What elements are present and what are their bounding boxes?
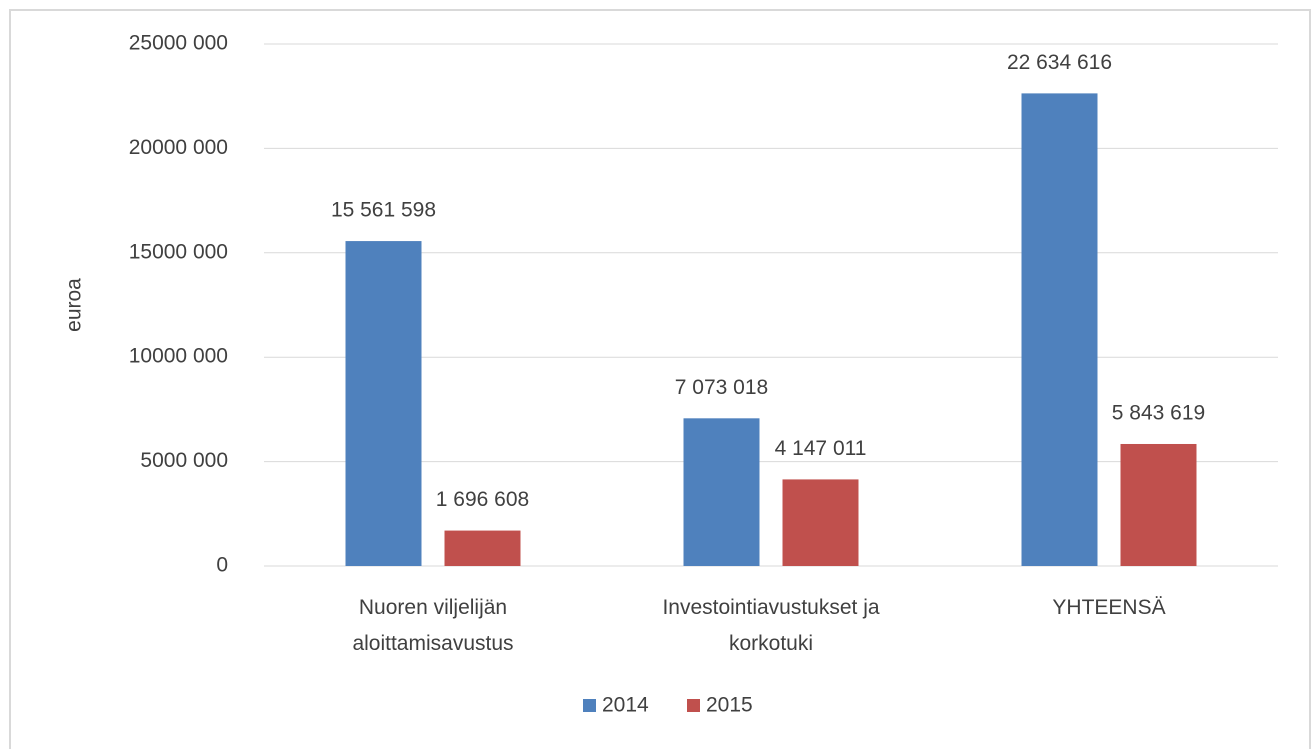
y-tick-label: 20000 000: [129, 136, 228, 159]
legend-swatch: [687, 699, 700, 712]
legend-swatch: [583, 699, 596, 712]
x-tick-label: Investointiavustukset ja korkotuki: [662, 596, 879, 655]
legend-label: 2015: [706, 694, 753, 717]
y-axis-label: euroa: [63, 278, 86, 332]
bar: [683, 418, 760, 566]
y-tick-label: 10000 000: [129, 345, 228, 368]
value-label: 15 561 598: [331, 199, 436, 222]
value-label: 4 147 011: [775, 437, 867, 460]
chart-border: [9, 9, 1311, 754]
y-tick-label: 0: [216, 554, 228, 577]
value-label: 1 696 608: [436, 488, 529, 511]
bar: [1021, 93, 1098, 566]
bar: [1120, 443, 1197, 566]
y-tick-label: 5000 000: [140, 449, 228, 472]
value-label: 22 634 616: [1007, 51, 1112, 74]
value-label: 5 843 619: [1112, 402, 1205, 425]
x-tick-label: YHTEENSÄ: [1052, 596, 1165, 619]
value-label: 7 073 018: [675, 376, 768, 399]
x-tick-label: Nuoren viljelijän aloittamisavustus: [352, 596, 513, 655]
legend-label: 2014: [602, 694, 649, 717]
bar: [444, 530, 521, 566]
y-tick-label: 25000 000: [129, 32, 228, 55]
bar: [345, 241, 422, 566]
y-tick-label: 15000 000: [129, 240, 228, 263]
bar: [782, 479, 859, 566]
